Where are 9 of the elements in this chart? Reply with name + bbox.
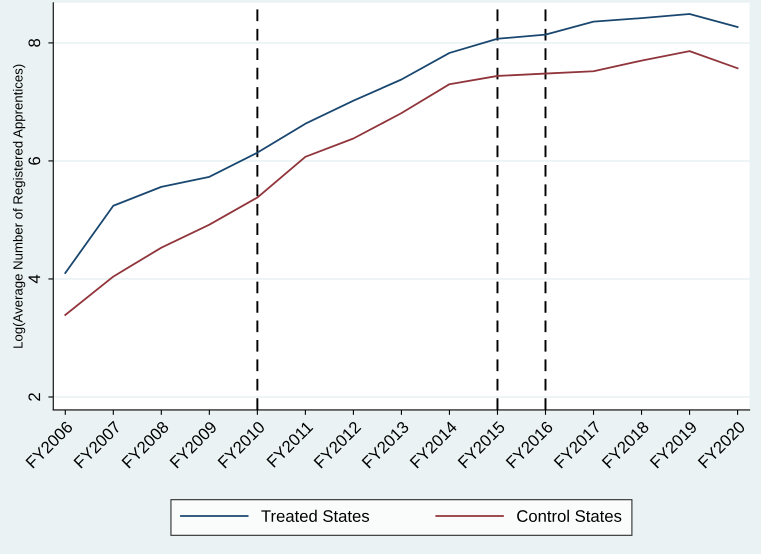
y-axis-title: Log(Average Number of Registered Apprentices) [12,64,26,348]
legend-label: Treated States [261,510,370,522]
y-tick-label: 8 [28,38,40,47]
line-series [64,50,738,316]
y-tick-label: 4 [28,274,40,284]
y-tick-label: 6 [28,157,40,165]
legend-label: Control States [517,510,622,522]
line-series [64,13,738,274]
y-tick-label: 2 [28,393,40,401]
